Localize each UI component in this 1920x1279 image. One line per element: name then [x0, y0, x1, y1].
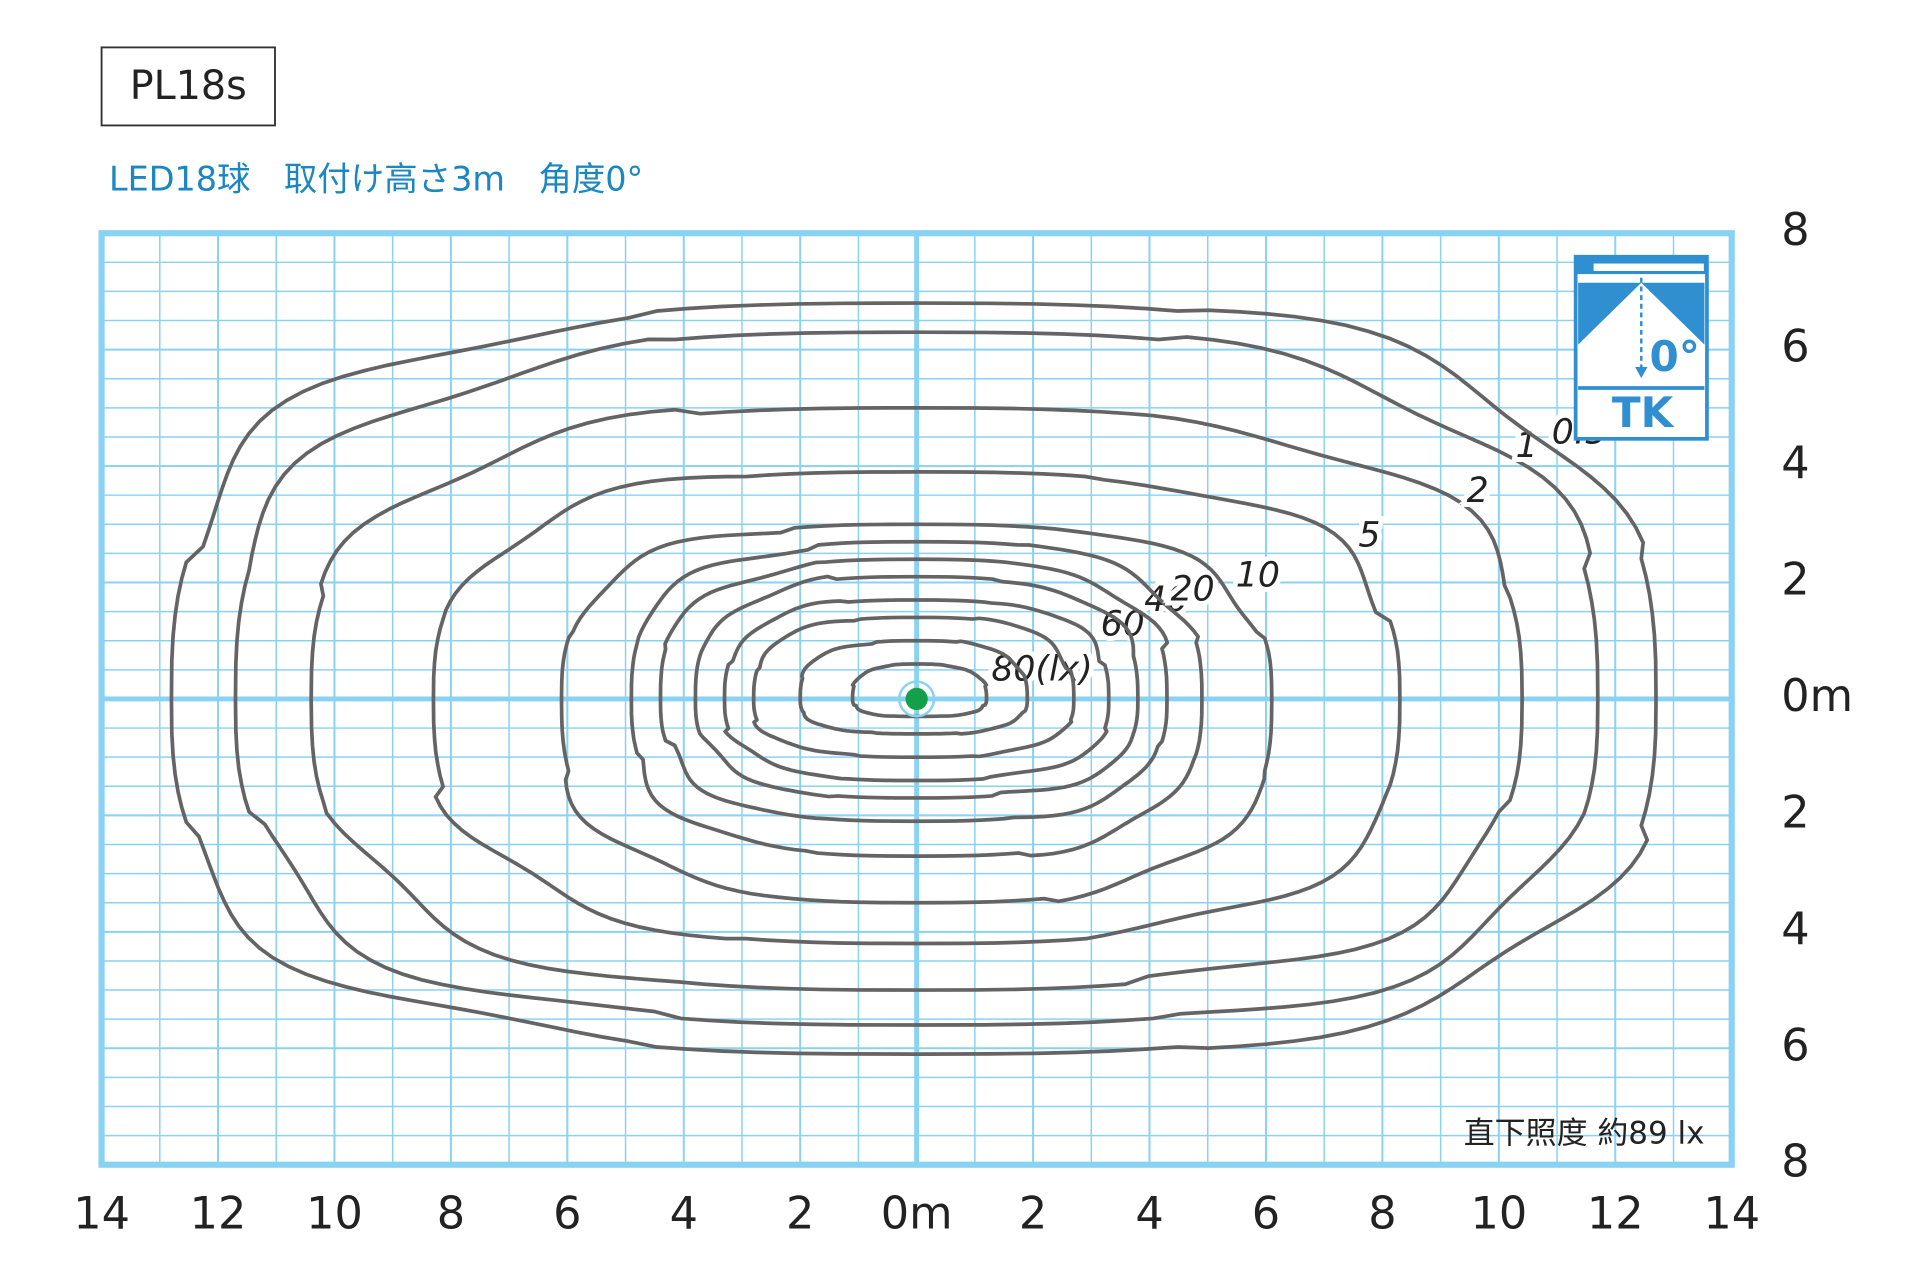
plot-area: 80(lx)604020105210.5 — [98, 230, 1735, 1168]
x-tick-label: 4 — [1135, 1188, 1163, 1240]
y-tick-label: 0m — [1781, 670, 1853, 722]
contour-label: 10 — [1236, 556, 1280, 596]
contour-line — [722, 598, 1111, 783]
x-tick-label: 0m — [881, 1188, 953, 1240]
badge-angle: 0° — [1650, 332, 1700, 381]
x-tick-label: 6 — [1252, 1188, 1280, 1240]
y-tick-label: 6 — [1781, 1019, 1809, 1071]
contour-label: 80(lx) — [991, 650, 1092, 690]
contour-label: 20 — [1171, 570, 1215, 610]
badge-arrowhead — [1635, 366, 1648, 379]
y-tick-label: 4 — [1781, 903, 1809, 955]
x-tick-label: 14 — [1703, 1188, 1760, 1240]
contour-line — [431, 470, 1402, 946]
contour-line — [559, 522, 1274, 905]
y-tick-label: 8 — [1781, 204, 1809, 256]
chart-title: PL18s — [130, 63, 247, 109]
x-tick-label: 8 — [1368, 1188, 1396, 1240]
contour-label: 40 — [1144, 580, 1188, 620]
plot-frame — [98, 230, 1735, 1168]
contour-line — [798, 638, 1030, 736]
badge-lamp — [1592, 262, 1706, 273]
contour-line — [751, 615, 1076, 760]
contour-line — [169, 301, 1658, 1056]
chart-subtitle: LED18球 取付け高さ3m 角度0° — [109, 160, 643, 199]
x-tick-label: 4 — [670, 1188, 698, 1240]
x-tick-label: 2 — [1019, 1188, 1047, 1240]
contour-line — [309, 406, 1524, 992]
center-ring — [898, 680, 936, 718]
x-tick-label: 12 — [1587, 1188, 1644, 1240]
x-tick-label: 2 — [786, 1188, 814, 1240]
contour-label: 5 — [1358, 516, 1380, 556]
x-tick-label: 6 — [553, 1188, 581, 1240]
badge-label: TK — [1612, 388, 1675, 437]
y-tick-label: 2 — [1781, 786, 1809, 838]
light-position — [905, 687, 928, 711]
contour-line — [629, 539, 1204, 859]
y-tick-label: 6 — [1781, 321, 1809, 373]
x-tick-label: 8 — [437, 1188, 465, 1240]
y-tick-label: 4 — [1781, 437, 1809, 489]
annotation: 直下照度 約89 lx — [1464, 1115, 1705, 1151]
contour-line — [658, 557, 1170, 824]
x-tick-label: 10 — [306, 1188, 363, 1240]
contour-line — [693, 574, 1140, 800]
x-tick-label: 14 — [73, 1188, 130, 1240]
contour-label: 2 — [1467, 471, 1489, 511]
badge: 0° TK — [1573, 254, 1709, 441]
y-tick-label: 8 — [1781, 1136, 1809, 1188]
contour-line — [850, 662, 989, 719]
y-tick-label: 2 — [1781, 554, 1809, 606]
contour-line — [233, 330, 1600, 1027]
x-tick-label: 10 — [1470, 1188, 1527, 1240]
x-tick-label: 12 — [190, 1188, 247, 1240]
title-box — [100, 46, 276, 127]
